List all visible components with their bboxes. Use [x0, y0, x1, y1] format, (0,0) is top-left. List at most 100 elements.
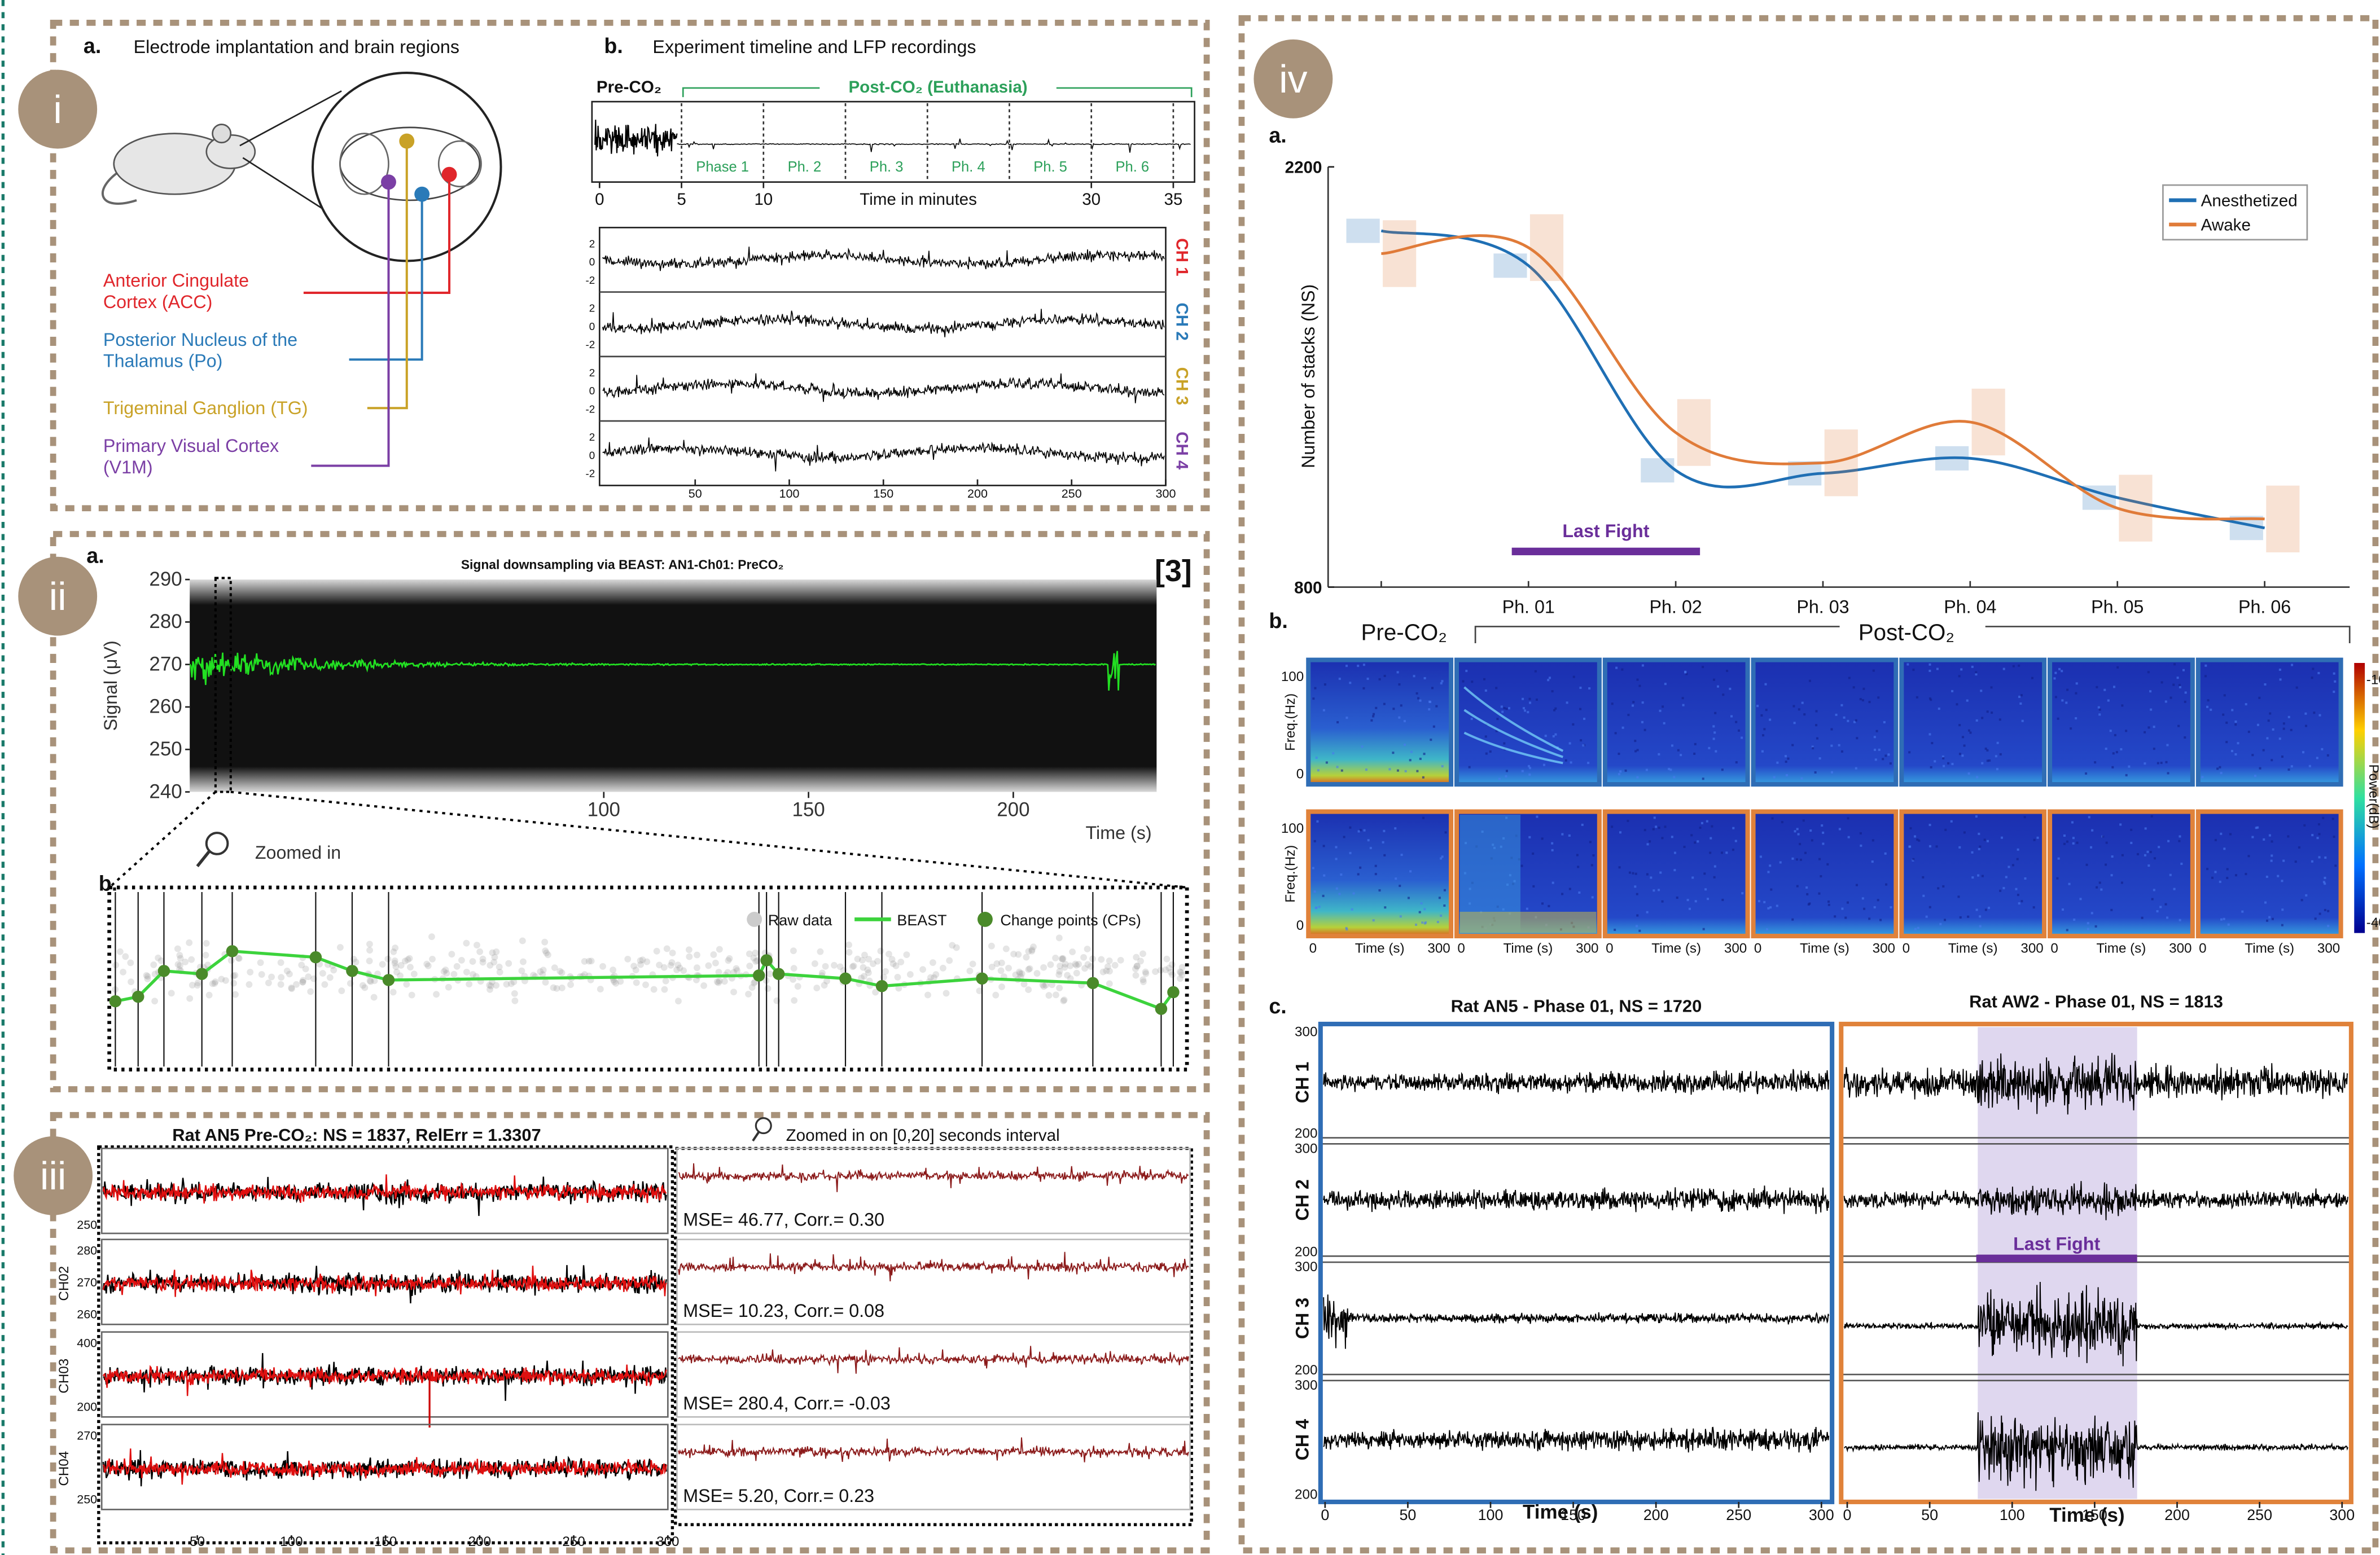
- spectrogram-noise: [2113, 686, 2116, 688]
- spectrogram-noise: [1551, 881, 1554, 884]
- spectrogram-noise: [1312, 697, 1315, 700]
- spectrogram-noise: [1572, 723, 1575, 726]
- spectrogram: [1602, 657, 1750, 787]
- spectrogram-noise: [2070, 727, 2072, 730]
- panel-title: Experiment timeline and LFP recordings: [652, 37, 976, 57]
- raw-point: [650, 986, 658, 993]
- spectrogram-noise: [2071, 821, 2074, 824]
- spectrogram-noise: [1709, 851, 1712, 854]
- raw-point: [1057, 963, 1064, 969]
- spectrogram-noise: [1335, 858, 1338, 860]
- legend-label: BEAST: [897, 912, 946, 929]
- spectrogram-noise: [2311, 834, 2314, 837]
- spectrogram-noise: [1536, 815, 1539, 818]
- legend-label: Raw data: [768, 912, 832, 929]
- spectrogram-noise: [2068, 882, 2071, 885]
- y-tick-label: 270: [77, 1429, 97, 1443]
- spectrogram-noise: [2111, 766, 2114, 768]
- x-tick-label: 300: [1873, 941, 1895, 956]
- raw-point: [998, 983, 1005, 990]
- spectrogram-noise: [2281, 880, 2283, 882]
- spectrogram-noise: [2294, 860, 2297, 863]
- spectrogram-noise: [2128, 765, 2131, 768]
- spectrogram-noise: [2119, 823, 2122, 826]
- region-label: Posterior Nucleus of the: [103, 330, 297, 350]
- spectrogram-noise: [2313, 711, 2316, 714]
- raw-point: [822, 963, 829, 970]
- spectrogram-noise: [2234, 720, 2237, 723]
- spectrogram-noise: [1906, 663, 1909, 666]
- raw-point: [507, 980, 515, 987]
- raw-point: [330, 967, 338, 974]
- spectrogram-noise: [2317, 823, 2321, 826]
- spectrogram-noise: [1383, 702, 1386, 705]
- range-box: [1677, 399, 1711, 466]
- spectrogram-noise: [1349, 851, 1352, 854]
- spectrogram-noise: [1505, 708, 1508, 710]
- spectrogram-noise: [1528, 773, 1531, 776]
- spectrogram-noise: [1975, 908, 1978, 911]
- raw-point: [685, 946, 692, 954]
- spectrogram-noise: [1872, 669, 1875, 672]
- spectrogram-noise: [1431, 687, 1434, 689]
- spectrogram-noise: [1503, 707, 1506, 710]
- region-label: Trigeminal Ganglion (TG): [103, 398, 308, 418]
- spectrogram-noise: [2281, 924, 2283, 926]
- spectrogram-noise: [1345, 717, 1348, 719]
- spectrogram-noise: [1528, 836, 1531, 838]
- spectrogram-noise: [2327, 910, 2330, 912]
- spectrogram-noise: [1443, 889, 1446, 891]
- raw-point: [1026, 965, 1033, 972]
- spectrogram-noise: [2316, 757, 2318, 759]
- spectrogram-noise: [2146, 850, 2149, 853]
- y-axis-label: Number of stacks (NS): [1298, 284, 1318, 468]
- spectrogram-noise: [2303, 824, 2306, 827]
- spectrogram-noise: [1624, 769, 1627, 772]
- channel-label: CH 1: [1292, 1062, 1312, 1104]
- spectrogram-noise: [1542, 763, 1545, 766]
- spectrogram-noise: [1730, 715, 1733, 718]
- spectrogram-noise: [1908, 751, 1911, 754]
- raw-point: [823, 977, 830, 985]
- spectrogram-noise: [1435, 705, 1438, 708]
- spectrogram-noise: [1963, 831, 1966, 834]
- raw-point: [675, 998, 682, 1005]
- spectrogram-noise: [1697, 840, 1699, 843]
- x-tick-label: 200: [2164, 1506, 2190, 1523]
- spectrogram-noise: [1802, 819, 1805, 822]
- y-tick-label: 300: [1295, 1378, 1317, 1393]
- x-tick-label: 250: [562, 1534, 585, 1549]
- spectrogram-noise: [1827, 900, 1830, 903]
- spectrogram-noise: [1383, 854, 1386, 856]
- raw-point: [479, 955, 486, 963]
- raw-point: [518, 967, 525, 974]
- raw-point: [424, 962, 432, 969]
- spectrogram-noise: [1671, 744, 1673, 747]
- spectrogram-noise: [1818, 757, 1821, 760]
- spectrogram-noise: [1664, 683, 1667, 686]
- spectrogram-noise: [2295, 686, 2298, 689]
- y-tick-label: 270: [149, 653, 182, 675]
- spectrogram-noise: [1912, 669, 1915, 671]
- spectrogram-noise: [1323, 683, 1326, 686]
- raw-point: [653, 947, 660, 955]
- raw-point: [897, 959, 905, 965]
- spectrogram-noise: [1959, 916, 1962, 919]
- spectrogram-noise: [2103, 688, 2106, 691]
- y-tick-label: 300: [1295, 1141, 1317, 1156]
- spectrogram-noise: [1378, 678, 1381, 680]
- zoom-line: [108, 791, 217, 889]
- x-tick-label: 300: [1724, 941, 1747, 956]
- raw-point: [553, 985, 560, 992]
- spectrogram-noise: [2268, 916, 2271, 919]
- spectrogram-noise: [1430, 739, 1432, 741]
- spectrogram-noise: [2020, 694, 2023, 697]
- raw-point: [637, 961, 644, 968]
- raw-point: [988, 942, 995, 950]
- raw-point: [366, 977, 374, 985]
- spectrogram-noise: [2053, 677, 2056, 680]
- raw-point: [694, 964, 700, 972]
- spectrogram-noise: [2277, 875, 2280, 877]
- raw-point: [1047, 961, 1054, 968]
